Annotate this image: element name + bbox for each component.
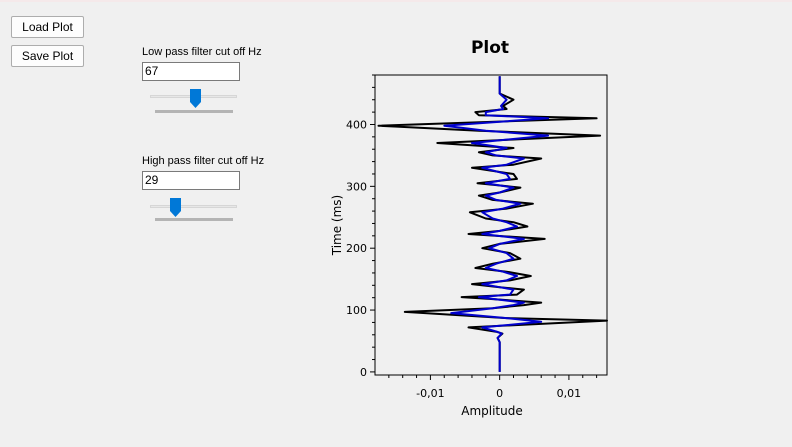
- filtered-trace-line: [443, 76, 550, 372]
- original-trace-line: [377, 76, 608, 372]
- y-tick-label: 400: [346, 118, 367, 131]
- low-pass-input[interactable]: 67: [142, 62, 240, 81]
- x-tick-label: 0: [496, 387, 503, 400]
- y-tick-label: 0: [360, 366, 367, 379]
- high-pass-input[interactable]: 29: [142, 171, 240, 190]
- plot-title: Plot: [470, 38, 510, 58]
- y-axis-label: Time (ms): [330, 195, 344, 257]
- low-pass-label: Low pass filter cut off Hz: [142, 46, 262, 58]
- x-axis-label: Amplitude: [461, 404, 523, 418]
- high-pass-slider-thumb[interactable]: [169, 198, 181, 217]
- window-top-border: [0, 0, 792, 2]
- low-pass-slider-ticks: [155, 110, 233, 113]
- low-pass-slider-thumb[interactable]: [189, 89, 201, 108]
- x-tick-label: -0,01: [416, 387, 444, 400]
- high-pass-label: High pass filter cut off Hz: [142, 155, 265, 167]
- plot-frame: [374, 74, 608, 376]
- y-tick-label: 100: [346, 304, 367, 317]
- load-plot-button[interactable]: Load Plot: [11, 16, 84, 38]
- x-tick-label: 0,01: [557, 387, 582, 400]
- save-plot-button[interactable]: Save Plot: [11, 45, 84, 67]
- y-tick-label: 300: [346, 180, 367, 193]
- y-tick-label: 200: [346, 242, 367, 255]
- high-pass-slider-ticks: [155, 218, 233, 221]
- high-pass-slider-track[interactable]: [150, 205, 237, 208]
